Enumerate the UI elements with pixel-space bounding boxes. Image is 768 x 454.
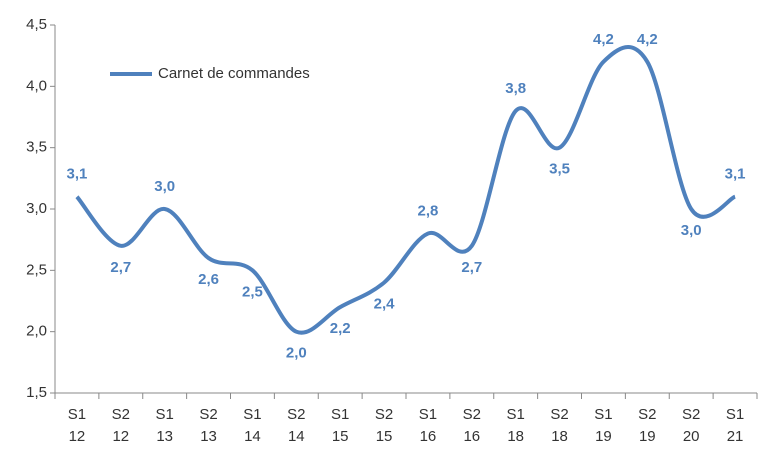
legend-label: Carnet de commandes	[158, 65, 310, 82]
data-label: 2,8	[418, 203, 439, 220]
x-tick-label: 20	[683, 428, 700, 445]
data-label: 3,8	[505, 80, 526, 97]
data-label: 3,1	[67, 166, 88, 183]
x-tick-label: 16	[420, 428, 437, 445]
data-label: 2,6	[198, 271, 219, 288]
data-label: 3,0	[681, 222, 702, 239]
x-tick-label: S2	[199, 406, 217, 423]
data-label: 2,4	[374, 296, 396, 313]
data-label: 4,2	[637, 31, 658, 48]
x-tick-label: S2	[550, 406, 568, 423]
data-label: 3,0	[154, 178, 175, 195]
x-tick-label: 13	[200, 428, 217, 445]
x-tick-label: S2	[463, 406, 481, 423]
x-tick-label: 12	[112, 428, 129, 445]
x-tick-label: S2	[638, 406, 656, 423]
data-label: 3,5	[549, 161, 570, 178]
y-tick-label: 2,0	[26, 323, 47, 340]
x-tick-label: S2	[112, 406, 130, 423]
data-label: 2,2	[330, 320, 351, 337]
x-tick-label: 13	[156, 428, 173, 445]
data-label: 2,0	[286, 345, 307, 362]
y-tick-label: 1,5	[26, 384, 47, 401]
x-tick-label: S1	[243, 406, 261, 423]
x-tick-label: 15	[332, 428, 349, 445]
x-tick-label: 14	[288, 428, 305, 445]
x-tick-label: 16	[463, 428, 480, 445]
x-tick-label: S1	[594, 406, 612, 423]
x-tick-label: S1	[726, 406, 744, 423]
y-tick-label: 2,5	[26, 261, 47, 278]
line-series	[75, 45, 737, 335]
x-tick-label: S2	[375, 406, 393, 423]
x-tick-label: 19	[595, 428, 612, 445]
y-tick-label: 3,5	[26, 139, 47, 156]
data-label: 2,7	[461, 259, 482, 276]
x-tick-label: S1	[156, 406, 174, 423]
data-label: 3,1	[725, 166, 746, 183]
data-label: 2,5	[242, 283, 263, 300]
x-tick-label: S2	[682, 406, 700, 423]
x-tick-label: S1	[419, 406, 437, 423]
x-tick-label: S2	[287, 406, 305, 423]
data-label: 2,7	[110, 259, 131, 276]
x-tick-label: 12	[69, 428, 86, 445]
y-tick-label: 3,0	[26, 200, 47, 217]
x-tick-label: S1	[507, 406, 525, 423]
x-tick-label: 21	[727, 428, 744, 445]
y-tick-label: 4,0	[26, 77, 47, 94]
x-tick-label: 14	[244, 428, 261, 445]
x-tick-label: 15	[376, 428, 393, 445]
x-tick-label: S1	[331, 406, 349, 423]
data-label: 4,2	[593, 31, 614, 48]
x-tick-label: 18	[507, 428, 524, 445]
y-tick-label: 4,5	[26, 16, 47, 33]
x-tick-label: S1	[68, 406, 86, 423]
x-tick-label: 18	[551, 428, 568, 445]
x-tick-label: 19	[639, 428, 656, 445]
